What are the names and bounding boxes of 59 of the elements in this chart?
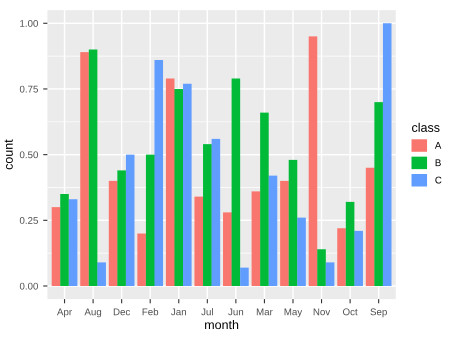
bar xyxy=(240,268,249,286)
x-tick-label: Jul xyxy=(201,308,213,316)
legend-label: C xyxy=(435,176,442,184)
bar xyxy=(326,262,334,286)
bar xyxy=(366,168,374,286)
bar xyxy=(382,23,392,286)
y-tick-label: 0.50 xyxy=(20,151,38,158)
bar xyxy=(52,207,60,286)
bar xyxy=(297,218,306,286)
bar xyxy=(308,36,318,286)
x-tick-label: Dec xyxy=(114,308,130,316)
bar xyxy=(354,230,363,286)
bar xyxy=(288,160,298,286)
bar xyxy=(60,194,69,286)
legend-label: B xyxy=(436,159,441,166)
bar xyxy=(374,102,383,286)
y-axis-title: count xyxy=(4,139,13,170)
legend-label: A xyxy=(434,142,442,149)
x-tick-label: Mar xyxy=(256,308,273,316)
bar xyxy=(80,52,89,286)
bar xyxy=(137,233,146,286)
bar xyxy=(166,78,174,286)
bar xyxy=(108,180,118,286)
x-tick-label: Apr xyxy=(56,308,72,318)
bar xyxy=(232,78,240,286)
bar xyxy=(68,199,78,286)
bar xyxy=(337,228,346,286)
x-tick-label: Jan xyxy=(171,308,186,316)
bar xyxy=(317,249,326,286)
bar xyxy=(146,154,154,286)
bar xyxy=(252,191,260,286)
legend-title: class xyxy=(412,122,440,132)
x-tick-label: Feb xyxy=(142,308,158,316)
bar xyxy=(126,154,134,286)
y-tick-label: 0.25 xyxy=(20,217,38,224)
x-tick-label: Oct xyxy=(343,308,358,316)
bar xyxy=(212,138,220,286)
x-tick-label: May xyxy=(284,308,302,318)
bar xyxy=(88,50,98,286)
y-tick-label: 0.00 xyxy=(20,282,38,290)
bar xyxy=(154,60,164,286)
bar xyxy=(174,88,184,286)
y-tick-label: 1.00 xyxy=(20,20,38,27)
bar xyxy=(203,144,212,286)
x-tick-label: Jun xyxy=(228,308,244,316)
bar xyxy=(183,84,192,286)
bar xyxy=(97,262,106,286)
bar xyxy=(280,180,289,286)
bar xyxy=(268,176,278,286)
x-tick-label: Sep xyxy=(370,308,387,318)
bar xyxy=(260,112,269,286)
x-tick-label: Nov xyxy=(314,308,330,316)
y-tick-label: 0.75 xyxy=(20,86,38,93)
bar xyxy=(223,212,232,286)
bar xyxy=(194,196,204,286)
bar xyxy=(346,202,354,286)
bar xyxy=(117,170,126,286)
x-axis-title: month xyxy=(205,320,238,330)
x-tick-label: Aug xyxy=(84,308,102,318)
